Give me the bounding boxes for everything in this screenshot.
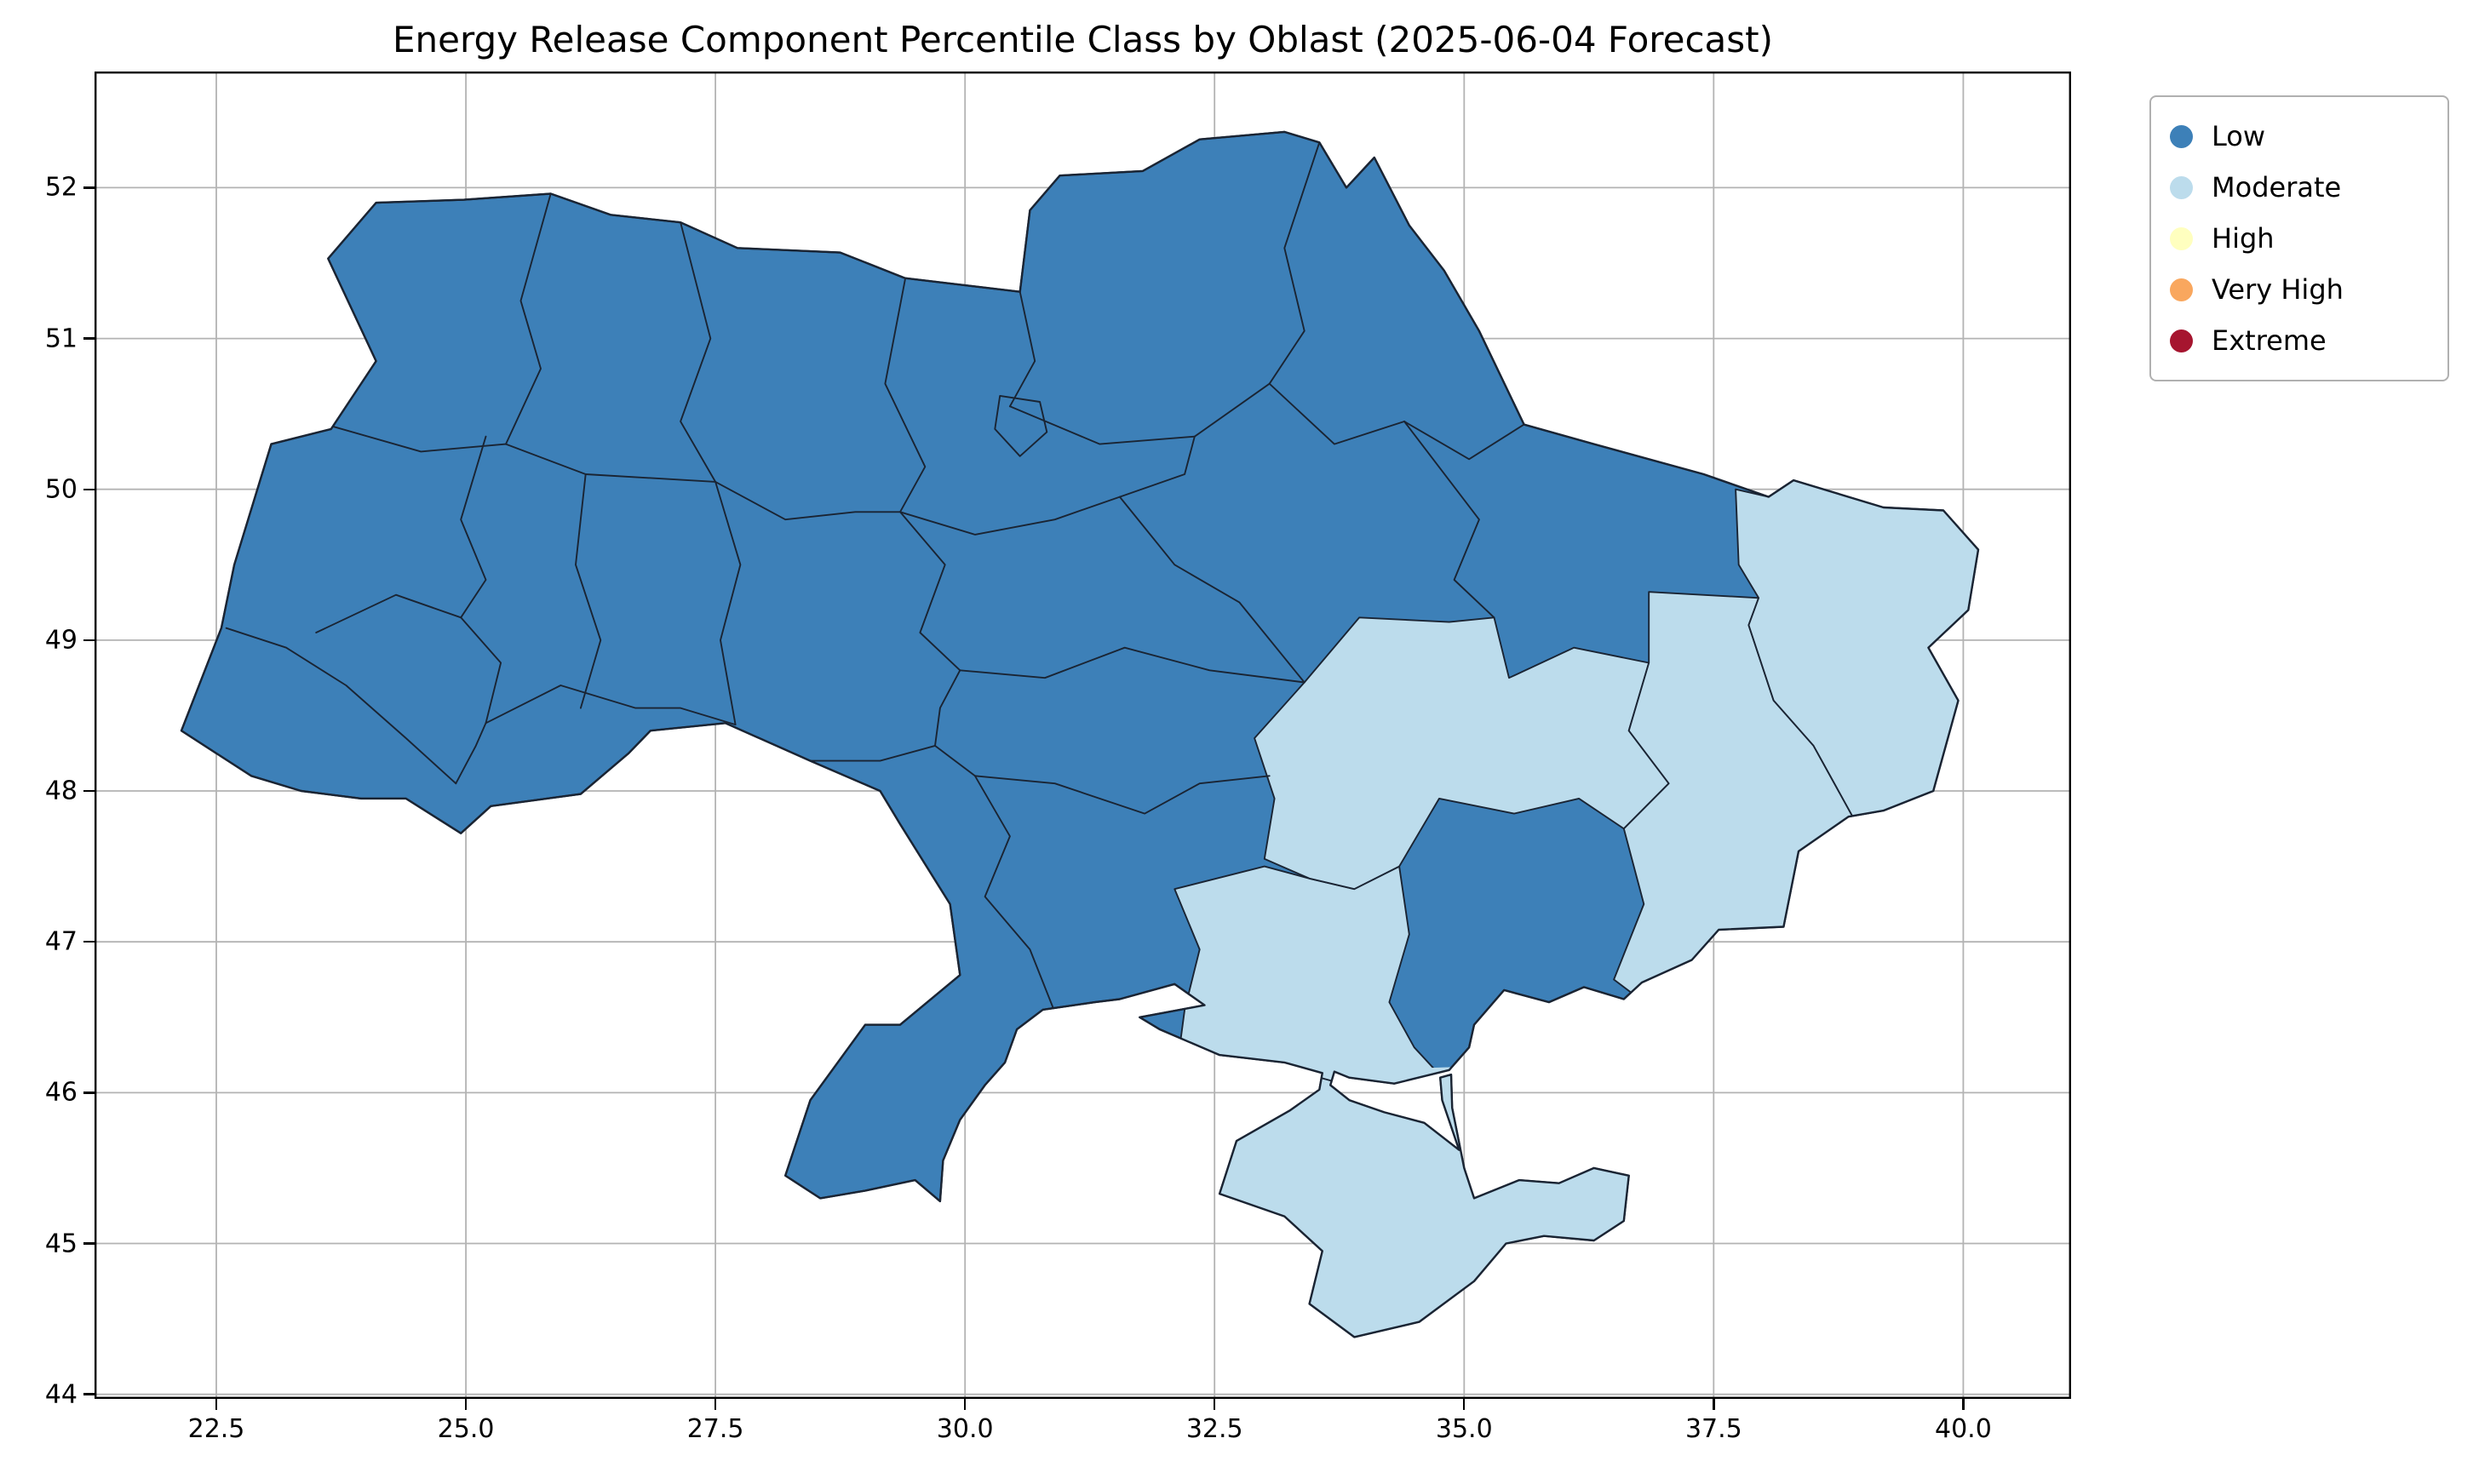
x-tick-label: 35.0	[1435, 1414, 1493, 1444]
x-tick-mark	[1214, 1399, 1216, 1410]
y-tick-label: 46	[44, 1077, 77, 1108]
x-tick-mark	[1713, 1399, 1715, 1410]
legend-swatch-low	[2170, 124, 2193, 148]
border-vinnytsia-odesa	[809, 744, 976, 777]
plot-area	[95, 72, 2071, 1399]
border-rivne-zhytomyr	[680, 221, 717, 483]
y-tick-mark	[83, 186, 95, 189]
plot-title: Energy Release Component Percentile Clas…	[392, 19, 1774, 60]
legend-label-moderate: Moderate	[2212, 171, 2342, 203]
border-chernivtsi-north	[485, 685, 737, 726]
x-tick-label: 40.0	[1934, 1414, 1992, 1444]
legend-swatch-high	[2170, 226, 2193, 250]
border-odesa-mykolaiv	[973, 775, 1061, 1026]
border-ternopil-ivano-frankivsk	[460, 616, 502, 725]
y-tick-mark	[83, 488, 95, 490]
x-tick-label: 22.5	[187, 1414, 245, 1444]
border-zhytomyr-south	[714, 480, 901, 521]
x-tick-mark	[963, 1399, 967, 1410]
legend-item-low: Low	[2170, 111, 2429, 162]
legend-item-extreme: Extreme	[2170, 315, 2429, 366]
border-vinnytsia-east	[899, 511, 961, 672]
x-tick-label: 37.5	[1684, 1414, 1742, 1444]
border-lviv-ternopil	[460, 435, 487, 619]
border-kyiv-chernihiv	[1008, 290, 1036, 408]
border-north-tier-south	[330, 425, 717, 483]
ukraine-choropleth-svg	[95, 72, 2071, 1399]
legend-item-very-high: Very High	[2170, 264, 2429, 315]
x-tick-mark	[464, 1399, 468, 1410]
border-chernihiv-south	[1008, 382, 1271, 445]
region-dnipropetrovsk	[1254, 616, 1670, 891]
legend: Low Moderate High Very High Extreme	[2149, 95, 2449, 381]
x-tick-label: 30.0	[936, 1414, 994, 1444]
y-tick-mark	[83, 941, 95, 943]
y-tick-mark	[83, 1393, 95, 1395]
legend-item-high: High	[2170, 213, 2429, 264]
legend-swatch-moderate	[2170, 175, 2193, 199]
x-tick-label: 27.5	[686, 1414, 744, 1444]
y-tick-label: 44	[44, 1379, 77, 1410]
border-khmelnytskyi-vinnytsia	[714, 480, 742, 726]
y-tick-label: 45	[44, 1229, 77, 1259]
y-tick-mark	[83, 789, 95, 793]
x-tick-label: 25.0	[437, 1414, 495, 1444]
y-tick-label: 51	[44, 324, 77, 354]
x-tick-mark	[215, 1399, 218, 1410]
y-tick-mark	[83, 1242, 95, 1245]
y-tick-label: 49	[44, 625, 77, 656]
border-kyiv-city	[994, 394, 1048, 457]
border-chernihiv-sumy	[1268, 141, 1321, 385]
x-tick-mark	[714, 1399, 717, 1410]
border-kirovohrad-mykolaiv	[973, 775, 1271, 815]
country-outline	[180, 130, 1980, 1338]
y-tick-label: 47	[44, 926, 77, 957]
x-tick-mark	[1962, 1399, 1965, 1410]
border-lviv-ivano-frankivsk	[315, 593, 462, 633]
axes-spine	[95, 72, 2071, 1399]
y-tick-mark	[83, 337, 95, 340]
border-volyn-rivne	[505, 192, 552, 445]
legend-swatch-very-high	[2170, 278, 2193, 301]
border-kyiv-poltava	[1118, 435, 1196, 498]
border-cherkasy-kirovohrad	[959, 646, 1305, 684]
border-zhytomyr-kyiv	[884, 278, 927, 513]
border-cherkasy-poltava	[1118, 496, 1305, 684]
y-tick-label: 52	[44, 172, 77, 203]
legend-label-extreme: Extreme	[2212, 324, 2327, 357]
x-tick-label: 32.5	[1185, 1414, 1243, 1444]
border-sumy-kharkiv	[1403, 421, 1525, 461]
border-kyiv-cherkasy	[899, 496, 1121, 536]
y-tick-mark	[83, 1092, 95, 1094]
border-poltava-kharkiv	[1403, 421, 1495, 619]
border-vinnytsia-kirovohrad	[934, 669, 961, 747]
border-sumy-poltava	[1268, 382, 1405, 445]
y-tick-mark	[83, 639, 95, 642]
x-tick-mark	[1463, 1399, 1466, 1410]
border-ivano-frankivsk-chernivtsi	[455, 722, 487, 785]
legend-label-low: Low	[2212, 120, 2266, 152]
legend-item-moderate: Moderate	[2170, 162, 2429, 213]
y-tick-label: 48	[44, 776, 77, 806]
y-tick-label: 50	[44, 474, 77, 505]
border-zakarpattia-north	[225, 627, 457, 785]
legend-label-very-high: Very High	[2212, 273, 2344, 306]
legend-swatch-extreme	[2170, 329, 2193, 352]
legend-label-high: High	[2212, 222, 2275, 255]
border-ternopil-khmelnytskyi	[575, 473, 602, 709]
